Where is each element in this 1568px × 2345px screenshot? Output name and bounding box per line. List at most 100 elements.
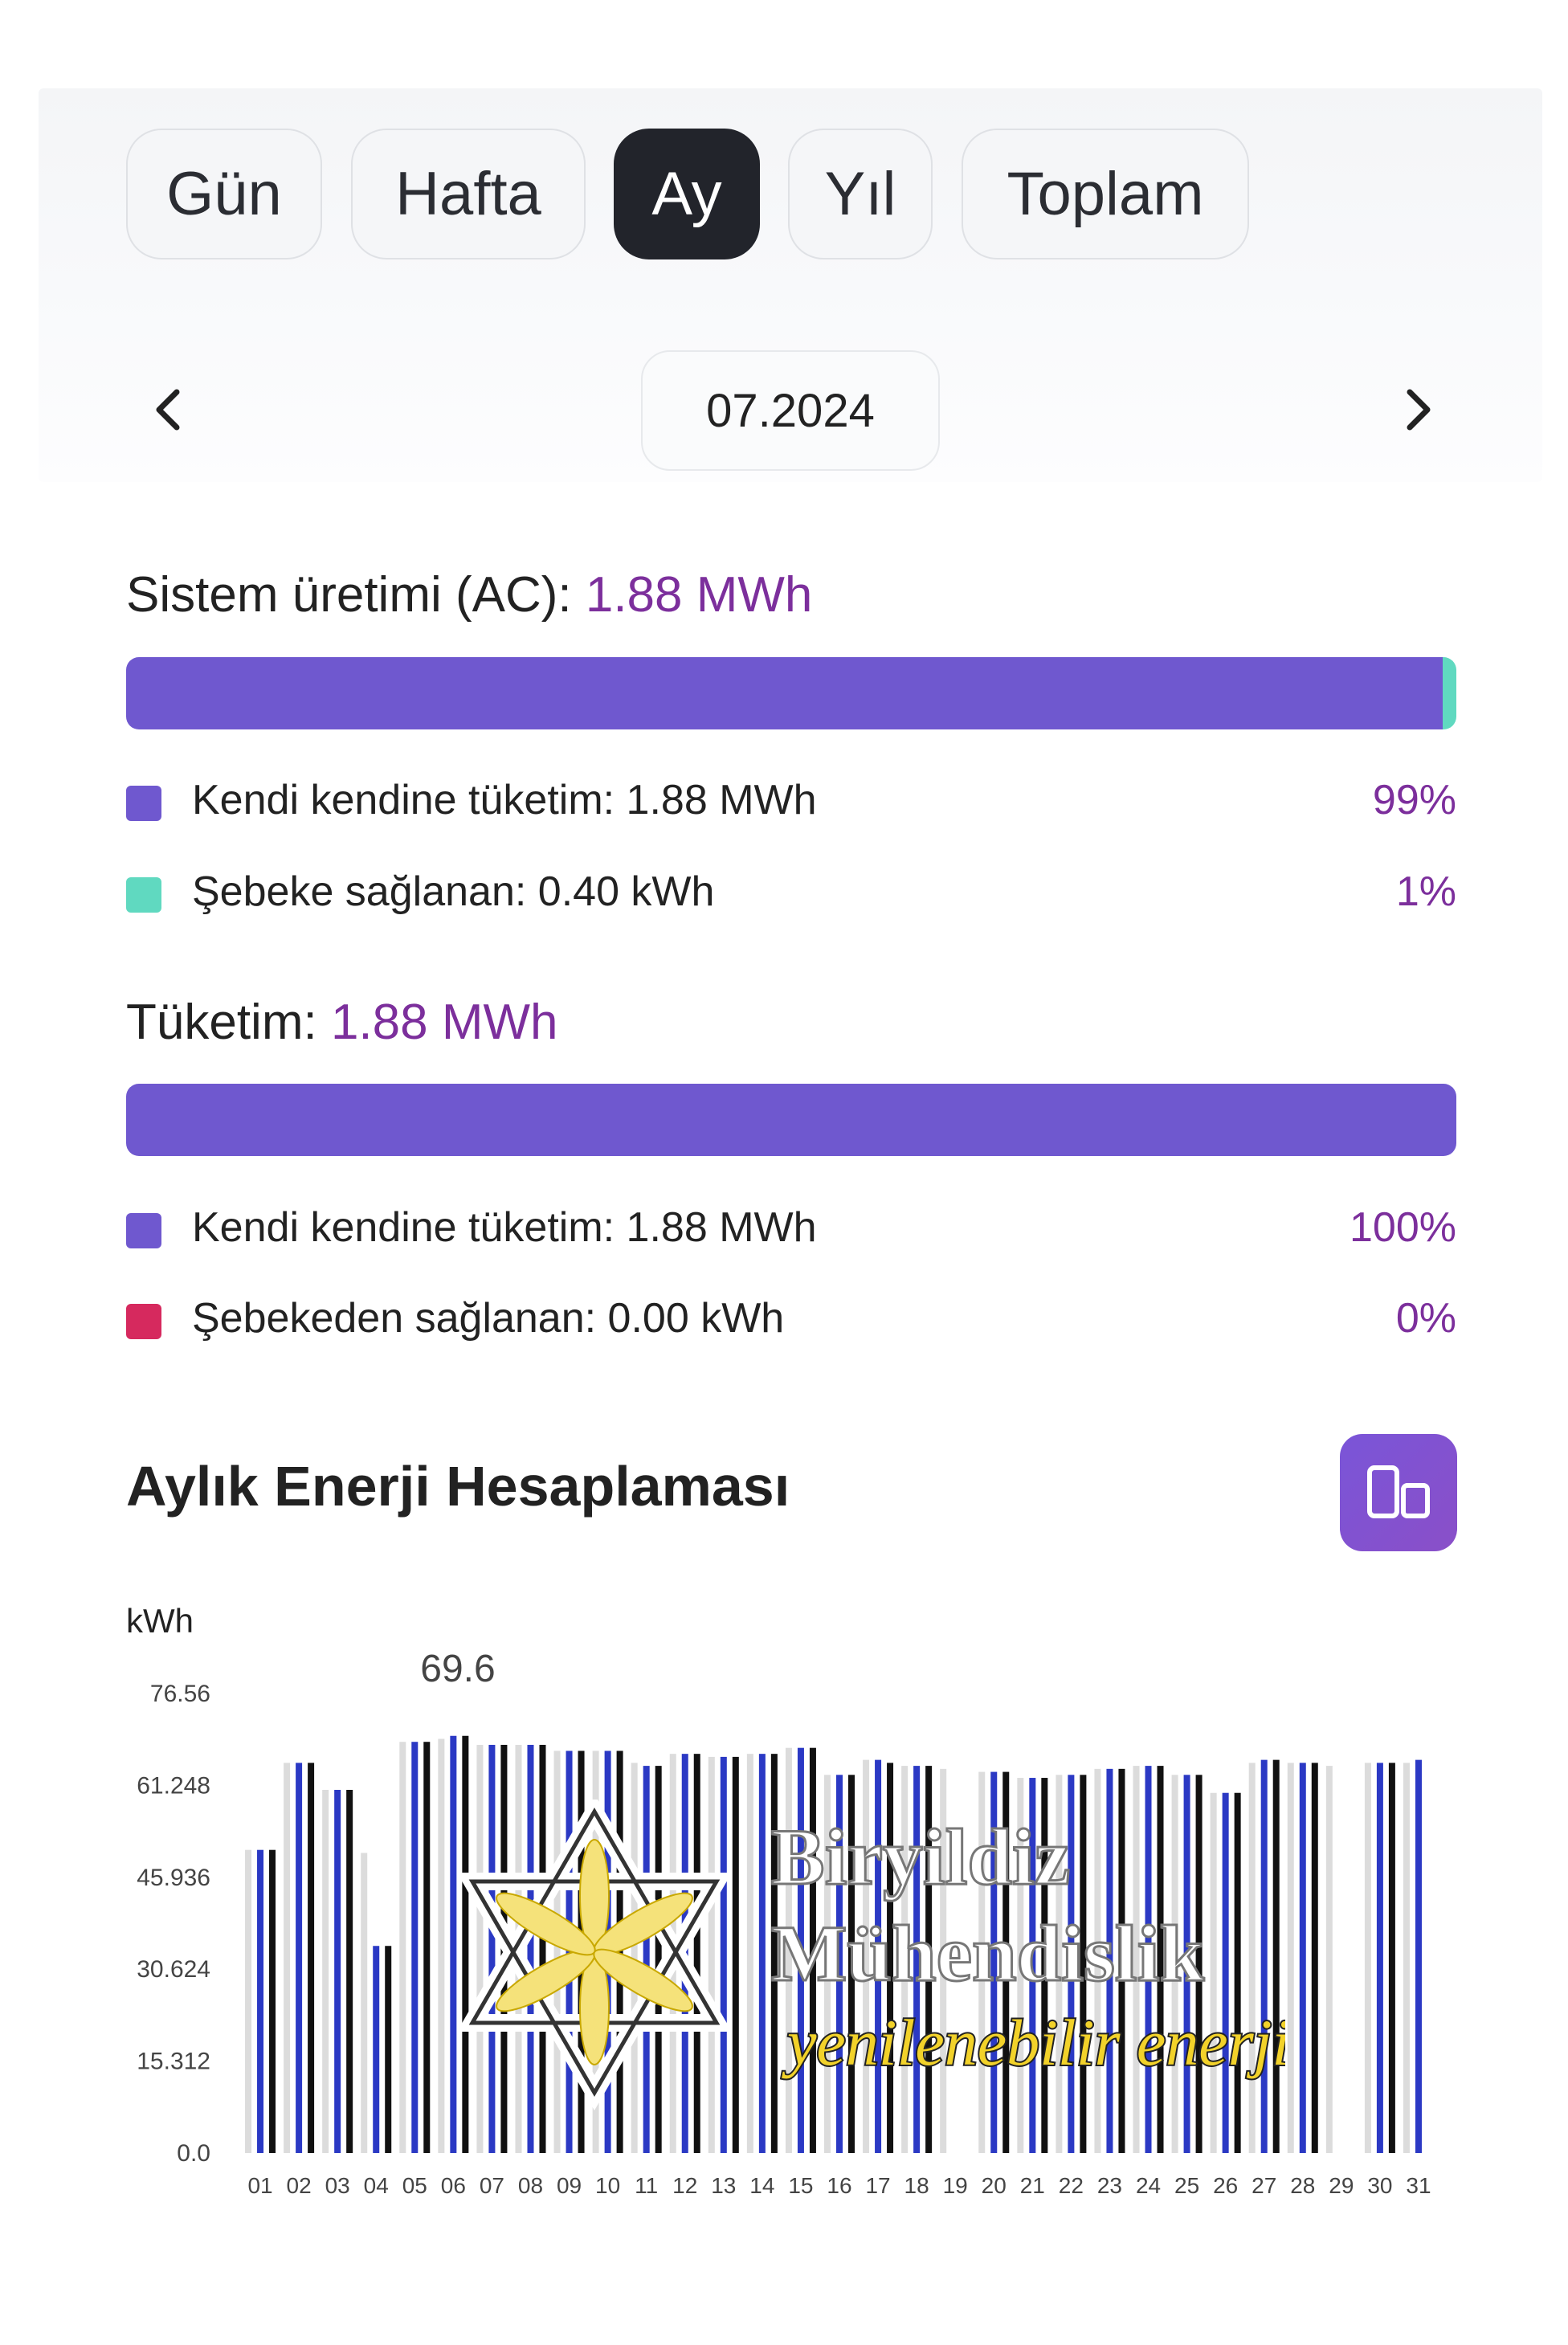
bar-04-grid[interactable] xyxy=(385,1946,392,2153)
bar-18-consumption[interactable] xyxy=(913,1766,921,2153)
bar-19-production[interactable] xyxy=(940,1768,947,2153)
bar-08-consumption[interactable] xyxy=(527,1744,534,2153)
bar-21-consumption[interactable] xyxy=(1029,1778,1036,2153)
bar-24-grid[interactable] xyxy=(1157,1766,1164,2153)
bar-15-production[interactable] xyxy=(785,1747,792,2153)
bar-07-consumption[interactable] xyxy=(488,1744,496,2153)
bar-14-production[interactable] xyxy=(746,1754,753,2153)
bar-15-consumption[interactable] xyxy=(797,1747,804,2153)
bar-13-production[interactable] xyxy=(708,1756,715,2153)
bar-18-grid[interactable] xyxy=(925,1766,933,2153)
bar-22-production[interactable] xyxy=(1056,1775,1063,2153)
bar-01-grid[interactable] xyxy=(269,1849,276,2153)
bar-04-consumption[interactable] xyxy=(373,1946,380,2153)
bar-13-grid[interactable] xyxy=(732,1756,739,2153)
bar-03-consumption[interactable] xyxy=(334,1789,341,2153)
bar-23-consumption[interactable] xyxy=(1106,1768,1113,2153)
bar-02-consumption[interactable] xyxy=(296,1763,303,2153)
bar-29-production[interactable] xyxy=(1325,1766,1333,2153)
bar-18-production[interactable] xyxy=(901,1766,909,2153)
tab-hafta[interactable]: Hafta xyxy=(351,129,586,259)
bar-17-grid[interactable] xyxy=(887,1763,894,2153)
bar-30-production[interactable] xyxy=(1364,1763,1371,2153)
bar-10-consumption[interactable] xyxy=(604,1751,611,2153)
bar-12-consumption[interactable] xyxy=(681,1754,688,2153)
bar-08-production[interactable] xyxy=(515,1744,522,2153)
bar-28-grid[interactable] xyxy=(1311,1763,1318,2153)
bar-27-production[interactable] xyxy=(1248,1763,1256,2153)
bar-23-grid[interactable] xyxy=(1118,1768,1125,2153)
tab-toplam[interactable]: Toplam xyxy=(962,129,1249,259)
bar-26-consumption[interactable] xyxy=(1222,1792,1229,2153)
x-tick-label: 20 xyxy=(982,2173,1007,2198)
bar-27-grid[interactable] xyxy=(1272,1759,1280,2153)
bar-31-production[interactable] xyxy=(1403,1763,1410,2153)
device-switch-icon xyxy=(1367,1465,1430,1518)
bar-06-grid[interactable] xyxy=(462,1735,469,2153)
bar-10-production[interactable] xyxy=(592,1751,599,2153)
tab-ay[interactable]: Ay xyxy=(614,129,760,259)
bar-24-production[interactable] xyxy=(1133,1766,1140,2153)
chevron-right-icon[interactable] xyxy=(1392,386,1440,434)
bar-08-grid[interactable] xyxy=(539,1744,546,2153)
device-switch-button[interactable] xyxy=(1340,1434,1457,1551)
bar-03-grid[interactable] xyxy=(346,1789,353,2153)
bar-01-production[interactable] xyxy=(245,1849,252,2153)
bar-14-grid[interactable] xyxy=(770,1754,778,2153)
bar-21-grid[interactable] xyxy=(1041,1778,1048,2153)
bar-02-production[interactable] xyxy=(284,1763,291,2153)
bar-27-consumption[interactable] xyxy=(1260,1759,1268,2153)
bar-01-consumption[interactable] xyxy=(257,1849,264,2153)
bar-22-grid[interactable] xyxy=(1080,1775,1087,2153)
bar-22-consumption[interactable] xyxy=(1068,1775,1075,2153)
bar-02-grid[interactable] xyxy=(308,1763,315,2153)
bar-09-grid[interactable] xyxy=(578,1751,585,2153)
bar-10-grid[interactable] xyxy=(616,1751,623,2153)
bar-20-consumption[interactable] xyxy=(990,1771,998,2153)
production-label: Sistem üretimi (AC): xyxy=(126,567,586,623)
bar-04-production[interactable] xyxy=(361,1853,368,2153)
bar-13-consumption[interactable] xyxy=(720,1756,727,2153)
tab-gun[interactable]: Gün xyxy=(126,129,322,259)
bar-20-grid[interactable] xyxy=(1002,1771,1010,2153)
bar-20-production[interactable] xyxy=(978,1771,986,2153)
bar-11-consumption[interactable] xyxy=(643,1766,650,2153)
chevron-left-icon[interactable] xyxy=(146,386,194,434)
bar-16-consumption[interactable] xyxy=(836,1775,843,2153)
bar-30-consumption[interactable] xyxy=(1376,1763,1383,2153)
bar-09-consumption[interactable] xyxy=(566,1751,573,2153)
bar-17-consumption[interactable] xyxy=(875,1759,882,2153)
bar-14-consumption[interactable] xyxy=(758,1754,766,2153)
bar-26-production[interactable] xyxy=(1210,1792,1217,2153)
bar-16-production[interactable] xyxy=(824,1775,831,2153)
bar-06-production[interactable] xyxy=(438,1738,445,2153)
bar-05-grid[interactable] xyxy=(423,1742,431,2153)
bar-06-consumption[interactable] xyxy=(450,1735,457,2153)
bar-25-production[interactable] xyxy=(1171,1775,1178,2153)
bar-15-grid[interactable] xyxy=(809,1747,816,2153)
bar-26-grid[interactable] xyxy=(1234,1792,1241,2153)
bar-24-consumption[interactable] xyxy=(1145,1766,1152,2153)
bar-12-grid[interactable] xyxy=(693,1754,700,2153)
bar-30-grid[interactable] xyxy=(1388,1763,1395,2153)
tab-yil[interactable]: Yıl xyxy=(788,129,933,259)
bar-25-grid[interactable] xyxy=(1195,1775,1203,2153)
bar-23-production[interactable] xyxy=(1094,1768,1101,2153)
bar-16-grid[interactable] xyxy=(848,1775,855,2153)
period-selector[interactable]: 07.2024 xyxy=(641,350,940,471)
bar-07-grid[interactable] xyxy=(500,1744,508,2153)
bar-28-production[interactable] xyxy=(1287,1763,1294,2153)
bar-05-consumption[interactable] xyxy=(411,1742,419,2153)
bar-21-production[interactable] xyxy=(1017,1778,1024,2153)
bar-11-grid[interactable] xyxy=(655,1766,662,2153)
bar-05-production[interactable] xyxy=(399,1742,406,2153)
bar-09-production[interactable] xyxy=(553,1751,561,2153)
bar-17-production[interactable] xyxy=(863,1759,870,2153)
bar-03-production[interactable] xyxy=(322,1789,329,2153)
bar-11-production[interactable] xyxy=(631,1763,638,2153)
bar-25-consumption[interactable] xyxy=(1183,1775,1190,2153)
bar-12-production[interactable] xyxy=(669,1754,676,2153)
bar-07-production[interactable] xyxy=(476,1744,484,2153)
bar-31-consumption[interactable] xyxy=(1415,1759,1422,2153)
bar-28-consumption[interactable] xyxy=(1299,1763,1306,2153)
